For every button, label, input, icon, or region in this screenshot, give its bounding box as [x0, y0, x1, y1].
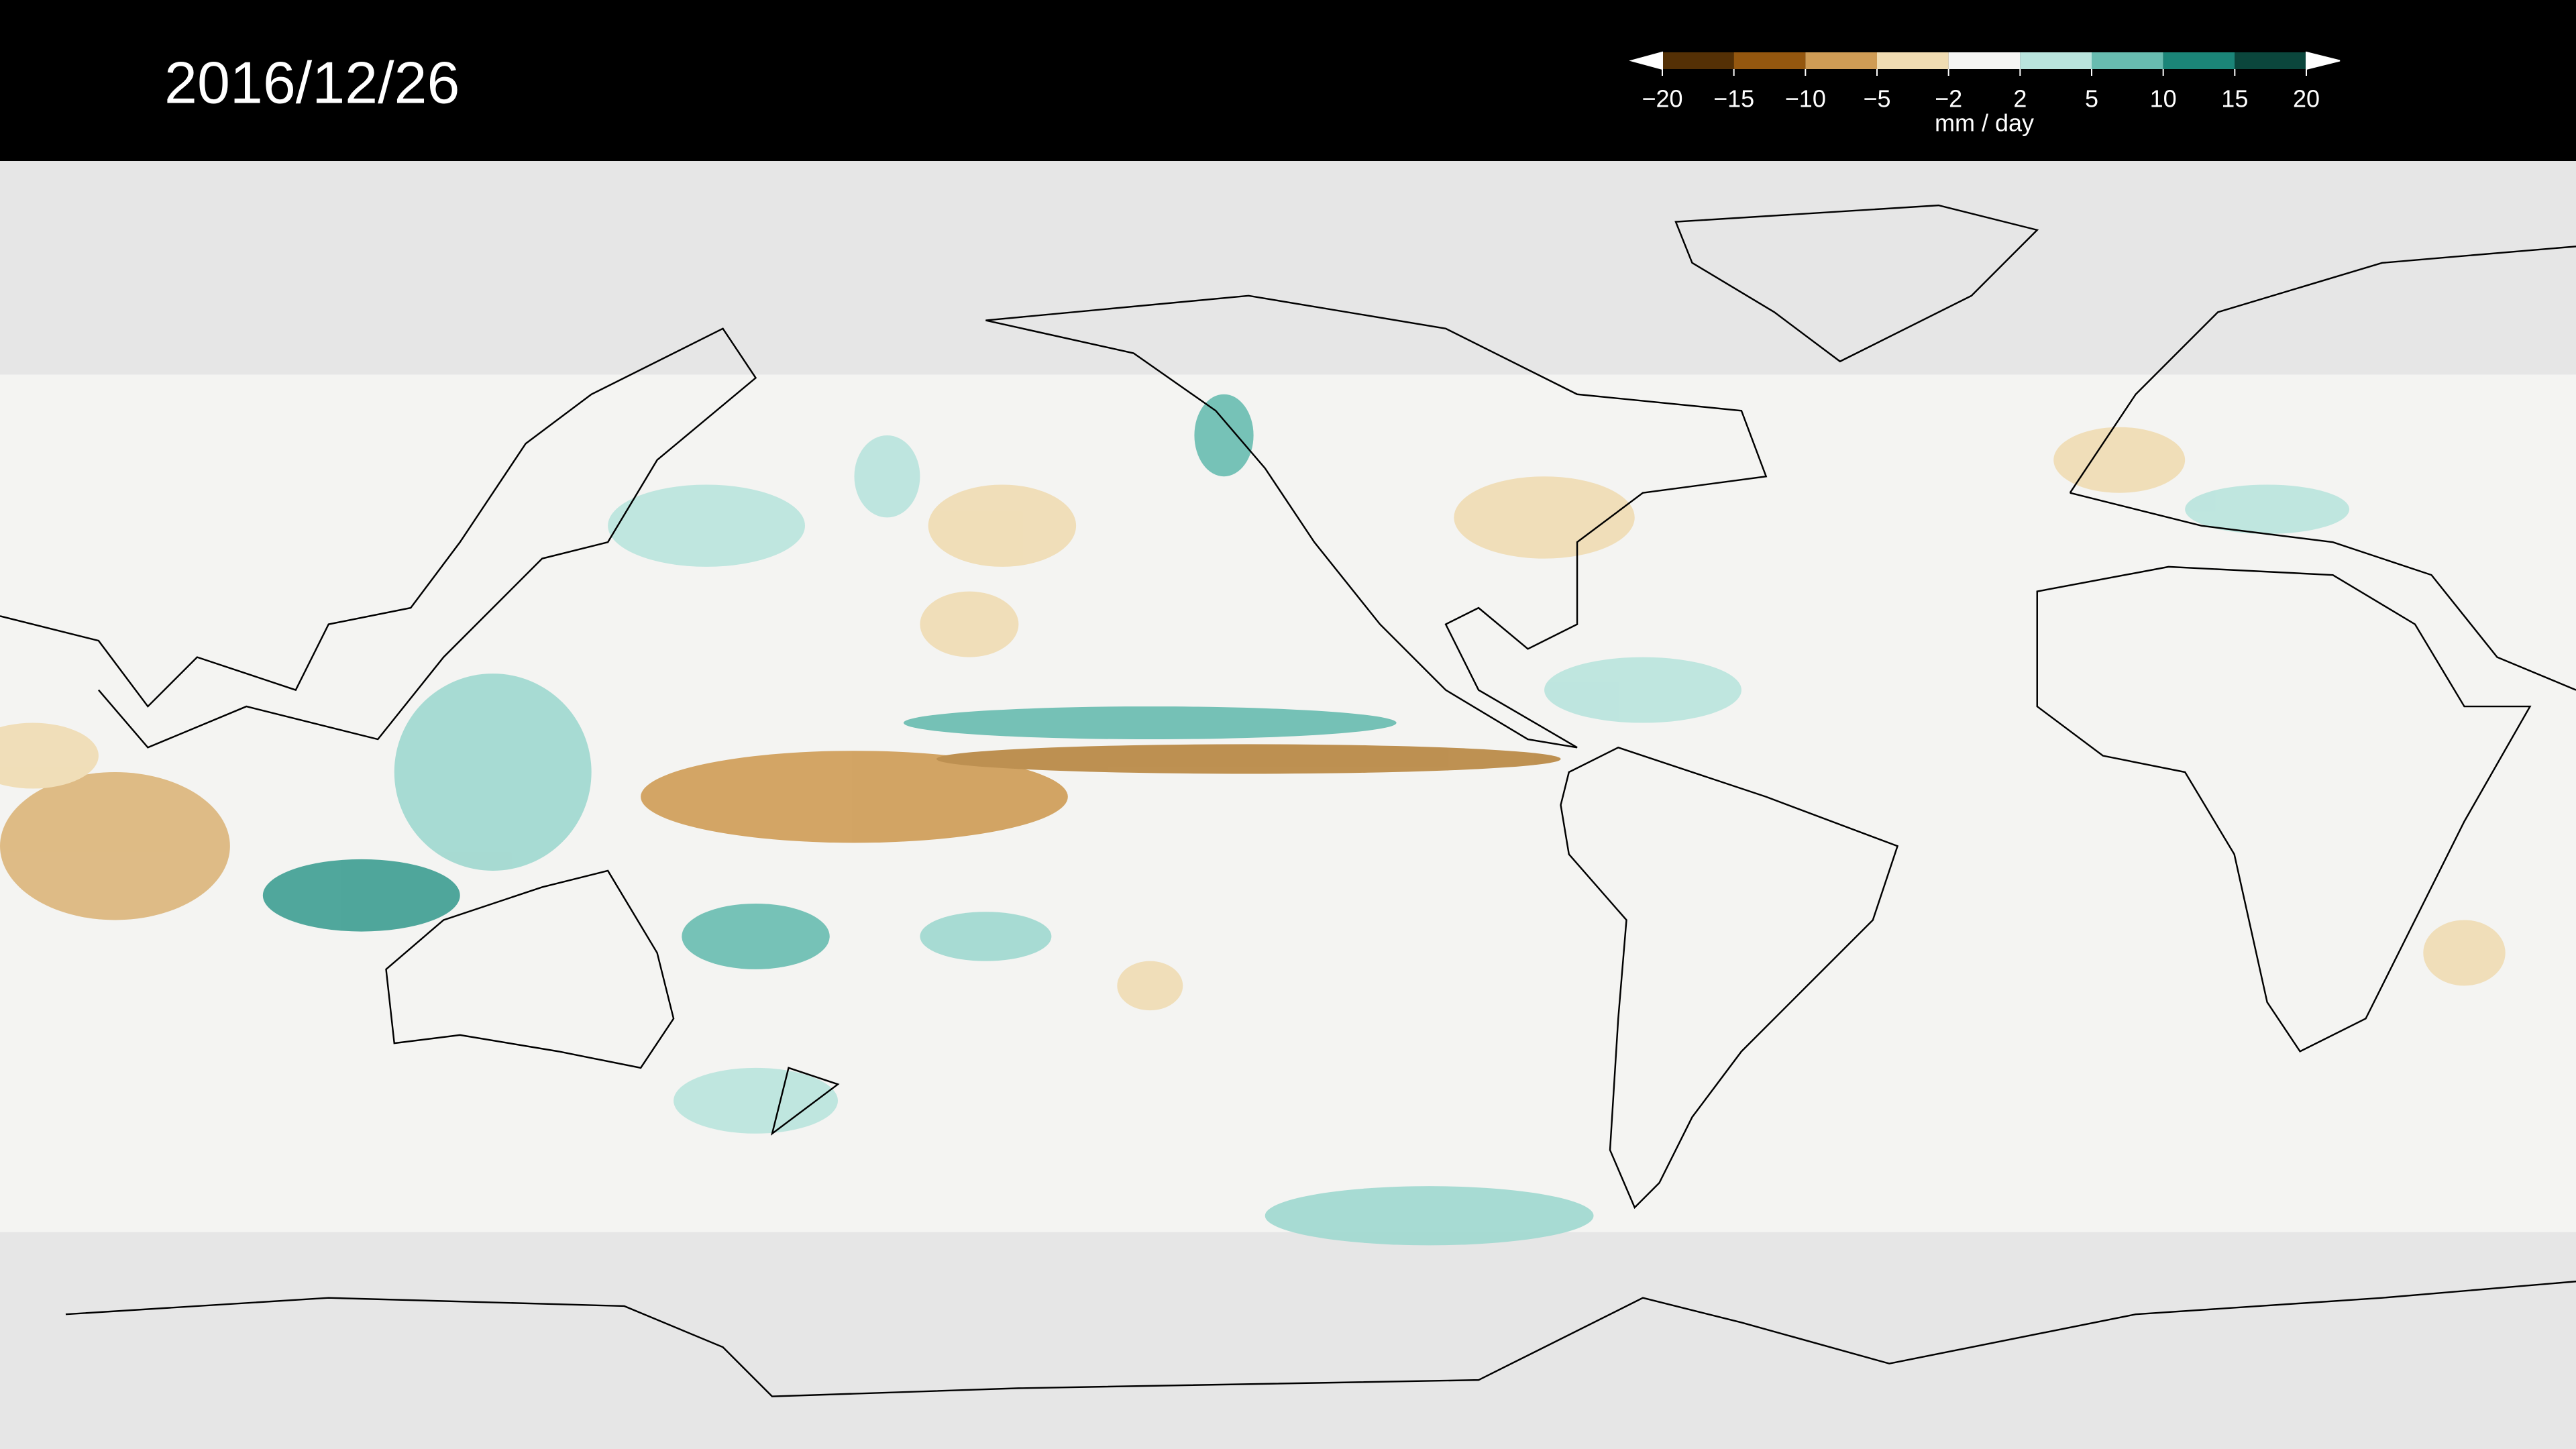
colorbar-bin [1805, 52, 1877, 69]
colorbar-tick-label: 2 [2013, 85, 2027, 113]
coastlines [0, 204, 2576, 1397]
colorbar-tick-label: −20 [1642, 85, 1682, 113]
colorbar-extend-high [2306, 51, 2341, 70]
colorbar-tick-label: −15 [1713, 85, 1754, 113]
colorbar-tick-label: 20 [2293, 85, 2320, 113]
colorbar-bin [1948, 52, 2021, 69]
south-mask [0, 1232, 2576, 1449]
map [0, 161, 2576, 1449]
colorbar-unit: mm / day [1935, 109, 2034, 137]
colorbar-bin [1733, 52, 1806, 69]
colorbar-bin [1662, 52, 1734, 69]
colorbar-bin [2020, 52, 2092, 69]
colorbar-tick-label: 5 [2085, 85, 2098, 113]
colorbar-tick-label: 15 [2221, 85, 2248, 113]
colorbar-bin [2235, 52, 2306, 69]
colorbar-bin [2163, 52, 2235, 69]
colorbar: mm / day −20 −15 −10 −5 −2 2 5 10 15 20 [1629, 51, 2341, 137]
north-mask [0, 161, 2576, 375]
colorbar-extend-low [1629, 51, 1663, 70]
date-title: 2016/12/26 [164, 49, 460, 115]
colorbar-bin [1877, 52, 1949, 69]
colorbar-tick-label: −5 [1863, 85, 1890, 113]
anomaly-blobs [0, 394, 2506, 1246]
colorbar-tick-label: −2 [1935, 85, 1962, 113]
colorbar-tick-label: 10 [2150, 85, 2177, 113]
header-bar [0, 0, 2576, 161]
colorbar-tick-label: −10 [1785, 85, 1826, 113]
colorbar-bin [2092, 52, 2163, 69]
